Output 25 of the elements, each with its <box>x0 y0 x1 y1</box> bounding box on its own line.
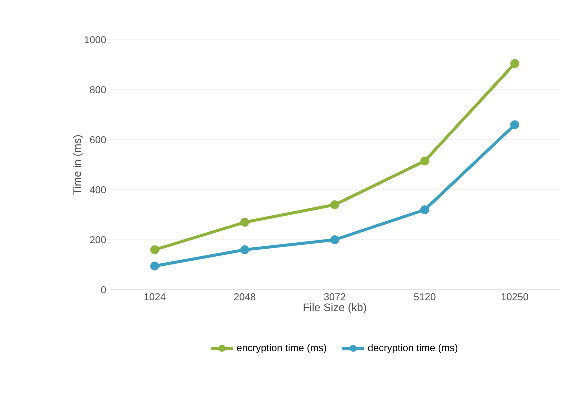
point <box>420 206 430 214</box>
x-tick-label: 5120 <box>414 294 436 301</box>
legend-label: encryption time (ms) <box>237 344 326 354</box>
y-tick-label: 200 <box>90 236 106 244</box>
y-tick-label: 800 <box>90 86 106 94</box>
point <box>150 262 160 271</box>
x-tick-label: 2048 <box>234 294 256 301</box>
x-tick-label: 10250 <box>502 294 528 301</box>
point <box>150 246 160 254</box>
y-tick-label: 1000 <box>85 36 106 44</box>
y-tick-label: 600 <box>90 136 106 144</box>
x-axis-title: File Size (kb) <box>304 303 366 314</box>
y-tick-label: 0 <box>101 286 106 294</box>
legend-label: decryption time (ms) <box>368 344 458 354</box>
point <box>330 236 340 244</box>
y-tick-label: 400 <box>90 186 106 194</box>
x-tick-label: 3072 <box>324 294 346 301</box>
point <box>330 200 340 210</box>
point <box>240 218 250 227</box>
x-tick-label: 1024 <box>144 294 166 301</box>
point <box>510 120 520 130</box>
point <box>510 59 520 68</box>
y-axis-title: Time in (ms) <box>73 135 84 195</box>
point <box>420 156 430 166</box>
point <box>240 246 250 254</box>
